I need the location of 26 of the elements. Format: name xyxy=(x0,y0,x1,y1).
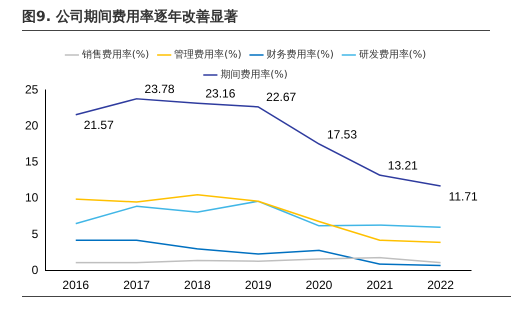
x-tick-label: 2022 xyxy=(427,278,454,292)
data-label: 23.16 xyxy=(205,86,236,101)
y-tick-label: 15 xyxy=(24,154,39,169)
y-tick-label: 5 xyxy=(32,226,39,241)
legend-label: 销售费用率(%) xyxy=(80,48,150,61)
x-tick-label: 2016 xyxy=(62,278,90,292)
x-tick-label: 2020 xyxy=(306,278,333,292)
x-tick-label: 2019 xyxy=(244,278,272,292)
data-label: 17.53 xyxy=(326,127,358,142)
legend-label: 财务费用率(%) xyxy=(266,48,334,61)
y-tick-label: 25 xyxy=(24,82,39,96)
data-label: 21.57 xyxy=(84,118,114,132)
x-tick-label: 2021 xyxy=(366,278,394,292)
y-tick-label: 10 xyxy=(24,190,39,205)
x-tick-label: 2018 xyxy=(184,278,212,292)
legend-label: 研发费用率(%) xyxy=(358,48,426,61)
data-label: 23.78 xyxy=(144,82,175,96)
y-tick-label: 20 xyxy=(24,118,39,132)
data-label: 22.67 xyxy=(266,90,297,104)
data-label: 11.71 xyxy=(448,189,478,204)
legend-label: 期间费用率(%) xyxy=(220,68,288,81)
x-tick-label: 2017 xyxy=(123,278,150,292)
y-tick-label: 0 xyxy=(32,262,39,277)
chart-title: 图9. 公司期间费用率逐年改善显著 xyxy=(22,8,490,31)
data-label: 13.21 xyxy=(388,158,418,172)
legend-label: 管理费用率(%) xyxy=(174,48,242,61)
